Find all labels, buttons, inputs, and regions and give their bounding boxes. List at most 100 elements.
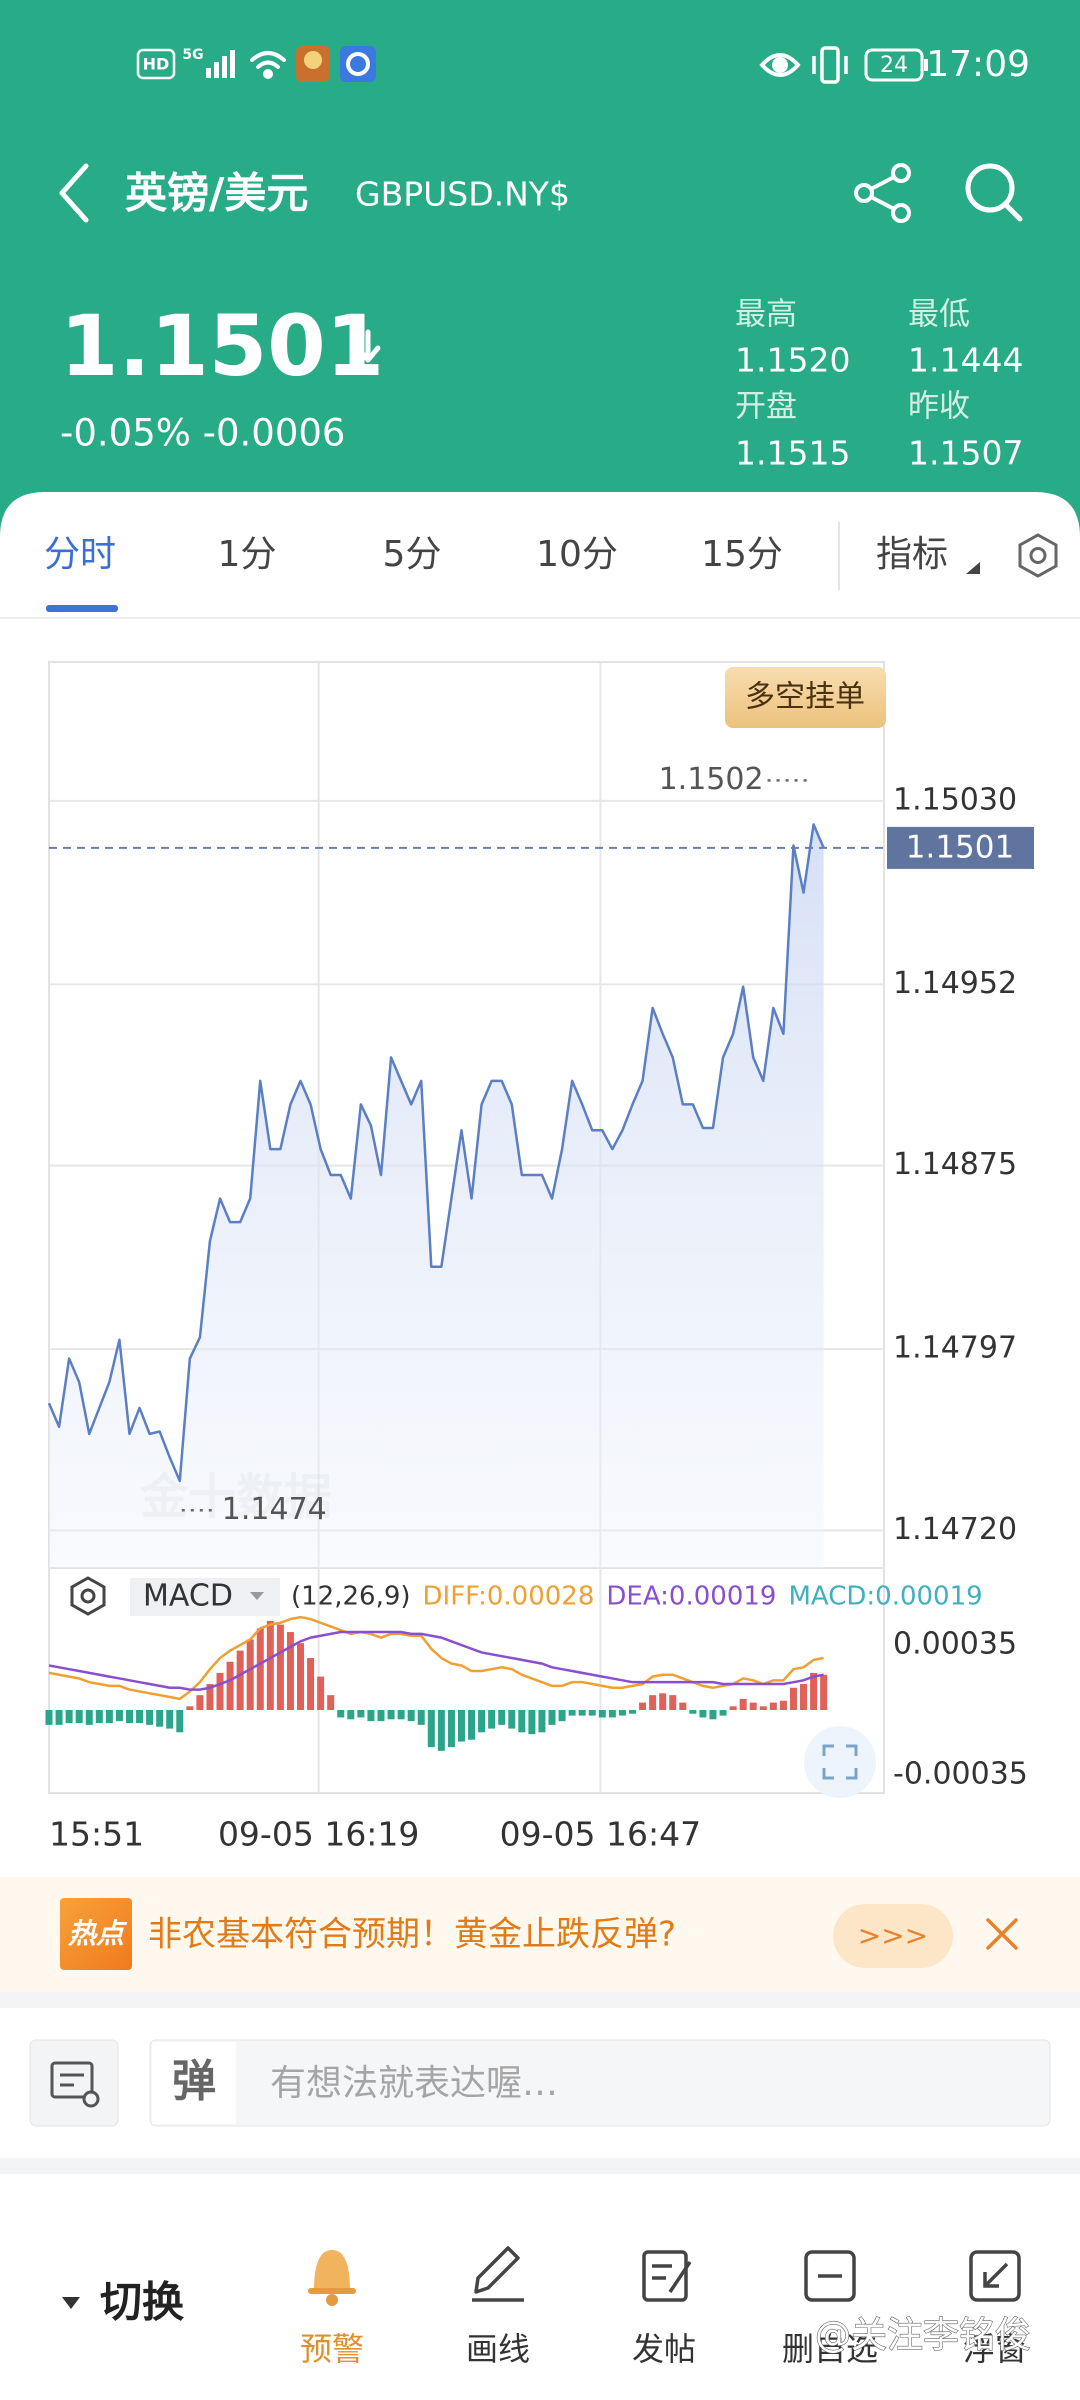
- search-button[interactable]: [965, 163, 1023, 222]
- signal-icon: [206, 50, 235, 78]
- app-icon-glyph: [346, 52, 370, 76]
- tab-caret: [966, 562, 980, 574]
- stat-value: 1.1520: [735, 341, 850, 380]
- draw-icon: [472, 2246, 524, 2302]
- macd-bar: [115, 1710, 123, 1722]
- macd-bar: [146, 1710, 154, 1725]
- low-label: 1.1474: [222, 1492, 327, 1527]
- vibrate-icon: [812, 46, 848, 84]
- macd-bar: [538, 1710, 546, 1733]
- macd-bar: [649, 1695, 657, 1711]
- x-tick-label: 09-05 16:19: [218, 1815, 419, 1854]
- indicator-caret: [250, 1592, 264, 1600]
- last-price: 1.1501: [60, 297, 384, 395]
- macd-bar: [45, 1710, 53, 1725]
- chart-frame: [48, 661, 885, 1794]
- macd-bar: [669, 1695, 677, 1711]
- macd-bar: [508, 1710, 516, 1729]
- share-button[interactable]: [854, 163, 911, 223]
- switch-button[interactable]: 切换: [100, 2278, 184, 2327]
- macd-bar: [236, 1650, 244, 1711]
- eye-icon: [759, 53, 801, 77]
- macd-bar: [55, 1710, 63, 1725]
- macd-bar: [397, 1710, 405, 1720]
- macd-bar: [357, 1710, 365, 1718]
- toolbar-item[interactable]: 预警: [300, 2330, 364, 2368]
- x-tick-label: 15:51: [49, 1815, 144, 1854]
- danmaku-toggle[interactable]: [152, 2042, 236, 2124]
- macd-bar: [156, 1710, 164, 1727]
- macd-bar: [628, 1710, 636, 1714]
- macd-bar: [196, 1695, 204, 1711]
- tab-active[interactable]: 分时: [44, 534, 116, 575]
- macd-bar: [85, 1710, 93, 1725]
- long-short-label: 多空挂单: [745, 680, 865, 715]
- gap: [0, 2158, 1080, 2174]
- wifi-icon: [250, 51, 286, 79]
- settings-button[interactable]: [1018, 533, 1058, 578]
- hd-label: HD: [143, 55, 170, 74]
- list-icon: [50, 2061, 100, 2108]
- tab[interactable]: 指标: [876, 534, 948, 575]
- app-icon-face: [304, 51, 322, 69]
- macd-bar: [478, 1710, 486, 1733]
- macd-bar: [447, 1710, 455, 1748]
- indicator-settings[interactable]: [70, 1576, 106, 1616]
- comment-placeholder: 有想法就表达喔…: [270, 2063, 558, 2104]
- comment-input[interactable]: [149, 2039, 1051, 2127]
- tab[interactable]: 5分: [383, 534, 442, 575]
- high-label: 1.1502: [659, 762, 764, 797]
- macd-bar: [749, 1702, 757, 1711]
- tab[interactable]: 15分: [701, 534, 783, 575]
- news-more: >>>: [858, 1919, 928, 1952]
- toolbar-item[interactable]: 画线: [466, 2330, 530, 2368]
- toolbar-item[interactable]: 浮窗: [963, 2330, 1027, 2368]
- macd-bar: [286, 1632, 294, 1711]
- macd-bar: [498, 1710, 506, 1725]
- toolbar-item[interactable]: 删自选: [782, 2330, 878, 2368]
- macd-bar: [810, 1672, 818, 1711]
- battery-level: 24: [880, 53, 908, 78]
- app-icon: [340, 46, 376, 82]
- macd-bar: [417, 1710, 425, 1725]
- macd-bar: [266, 1620, 274, 1711]
- macd-bar: [347, 1710, 355, 1720]
- macd-bar: [186, 1706, 194, 1711]
- macd-bar: [739, 1698, 747, 1711]
- macd-bar: [407, 1710, 415, 1722]
- stat-label: 最高: [735, 297, 797, 333]
- macd-bar: [216, 1672, 224, 1711]
- y-tick-label: 1.14797: [893, 1331, 1017, 1366]
- macd-bar: [769, 1702, 777, 1711]
- macd-tick-label: -0.00035: [893, 1756, 1028, 1791]
- news-close[interactable]: [986, 1918, 1018, 1950]
- chart-layer: 1.15030 1.14952 1.14875 1.14797 1.14720 15:51…: [45, 662, 1034, 1854]
- macd-line: [48, 1630, 824, 1691]
- tab[interactable]: 1分: [218, 534, 277, 575]
- macd-bar: [317, 1676, 325, 1711]
- toolbar-item[interactable]: 发帖: [632, 2330, 696, 2368]
- fullscreen-button[interactable]: [822, 1744, 858, 1780]
- long-short-button[interactable]: [725, 667, 886, 728]
- down-arrow: [355, 329, 381, 363]
- y-tick-label: 1.14952: [893, 966, 1017, 1001]
- news-more-bg[interactable]: [833, 1904, 953, 1968]
- macd-bar: [367, 1710, 375, 1722]
- legend-entry: DEA:0.00019: [606, 1582, 776, 1612]
- macd-bar: [457, 1710, 465, 1742]
- macd-bar: [206, 1684, 214, 1711]
- macd-bar: [759, 1706, 767, 1711]
- indicator-name: MACD: [143, 1579, 233, 1614]
- tab[interactable]: 10分: [536, 534, 618, 575]
- switch-caret: [62, 2297, 80, 2309]
- float-icon: [969, 2250, 1021, 2302]
- battery-tip: [924, 59, 928, 71]
- last-price-tag: [887, 826, 1034, 869]
- back-button[interactable]: [59, 163, 89, 223]
- stat-value: 1.1444: [908, 341, 1023, 380]
- list-button[interactable]: [29, 2039, 119, 2127]
- stat-label: 开盘: [735, 389, 797, 425]
- macd-bar: [679, 1702, 687, 1711]
- stat-label: 昨收: [908, 389, 970, 425]
- alert-icon: [308, 2250, 356, 2306]
